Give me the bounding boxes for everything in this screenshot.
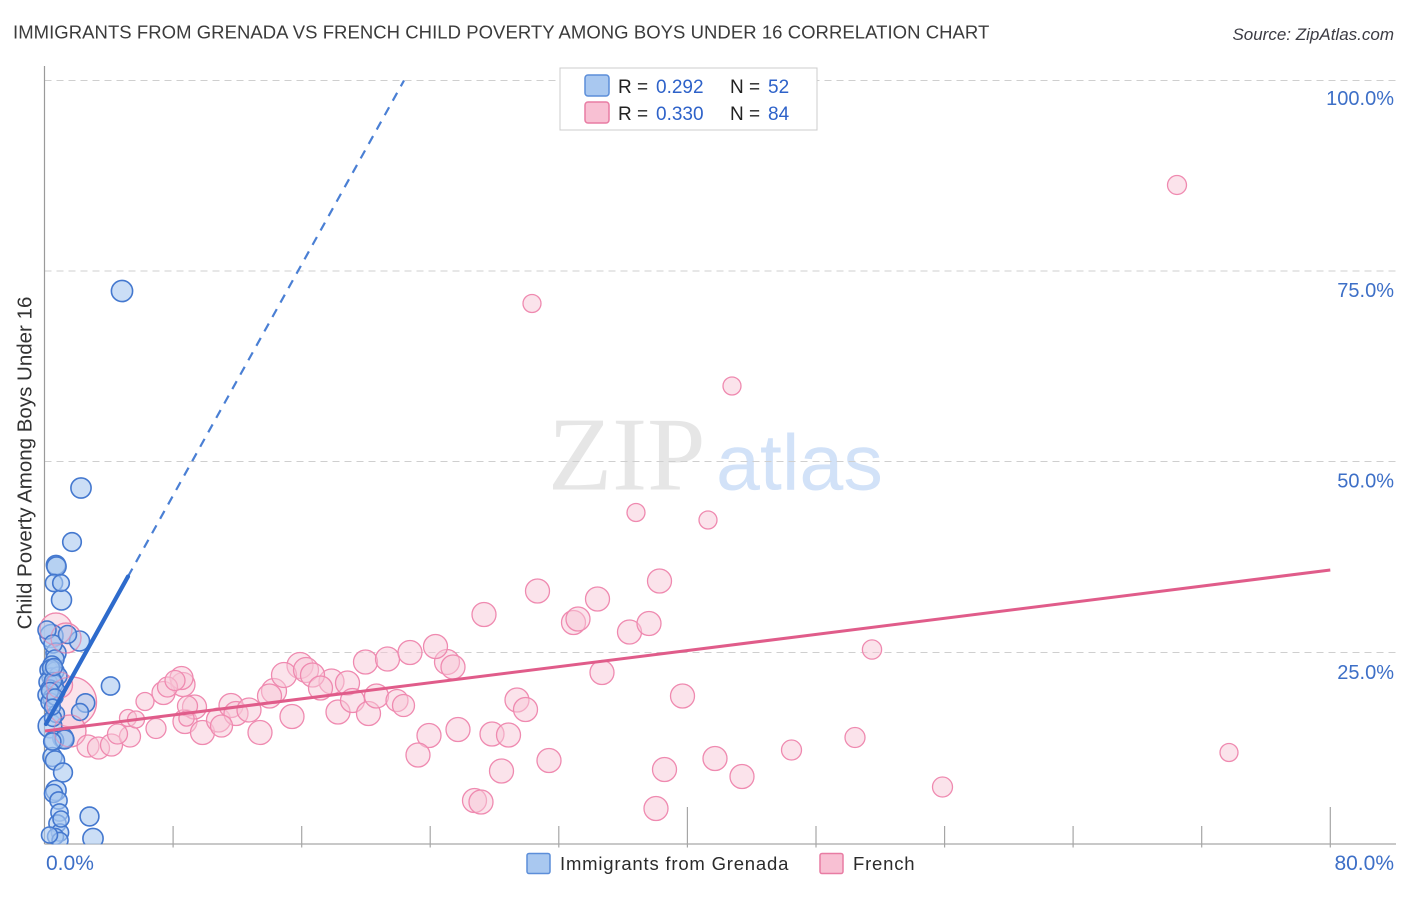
svg-text:75.0%: 75.0% [1337, 280, 1394, 302]
svg-text:Immigrants from Grenada: Immigrants from Grenada [560, 853, 789, 874]
svg-text:100.0%: 100.0% [1326, 88, 1394, 110]
svg-text:Source: ZipAtlas.com: Source: ZipAtlas.com [1232, 25, 1394, 44]
svg-text:25.0%: 25.0% [1337, 662, 1394, 684]
svg-text:N =: N = [730, 104, 760, 125]
svg-text:0.0%: 0.0% [46, 852, 94, 875]
svg-text:0.292: 0.292 [656, 77, 704, 98]
svg-text:84: 84 [768, 104, 790, 125]
svg-text:French: French [853, 853, 915, 874]
svg-text:ZIP: ZIP [548, 396, 706, 513]
svg-text:R =: R = [618, 104, 648, 125]
svg-text:52: 52 [768, 77, 789, 98]
svg-text:N =: N = [730, 77, 760, 98]
svg-text:Child Poverty Among Boys Under: Child Poverty Among Boys Under 16 [14, 297, 37, 630]
svg-text:R =: R = [618, 77, 648, 98]
svg-text:50.0%: 50.0% [1337, 471, 1394, 493]
svg-text:IMMIGRANTS FROM GRENADA VS FRE: IMMIGRANTS FROM GRENADA VS FRENCH CHILD … [13, 22, 989, 43]
svg-text:0.330: 0.330 [656, 104, 704, 125]
svg-text:80.0%: 80.0% [1334, 852, 1394, 875]
